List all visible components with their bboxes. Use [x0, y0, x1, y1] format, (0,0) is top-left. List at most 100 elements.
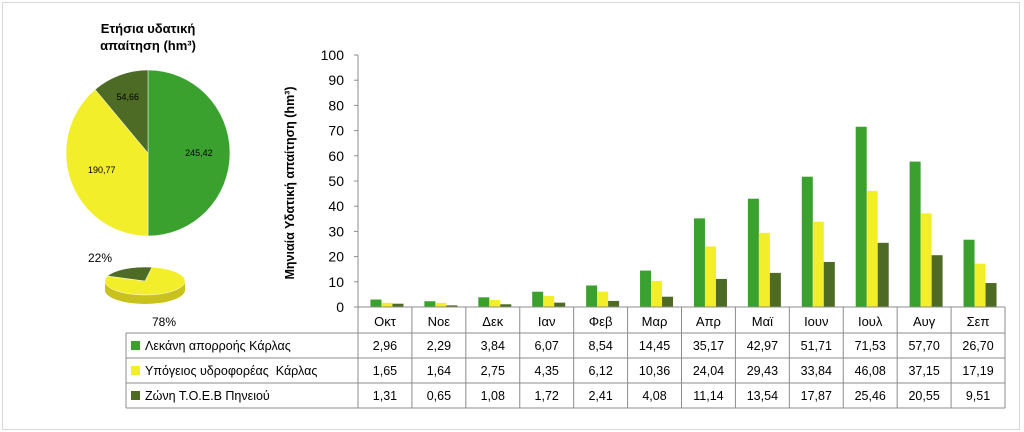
y-tick-label: 70 — [328, 123, 344, 139]
small-pie-label-major: 78% — [152, 315, 176, 329]
bar-3 — [500, 304, 512, 307]
data-table-grid — [125, 306, 1006, 409]
data-label: 57,70 — [908, 339, 939, 353]
y-tick-label: 50 — [328, 173, 344, 189]
data-label: 8,54 — [588, 339, 612, 353]
x-category-label: Απρ — [696, 314, 721, 329]
data-label: 24,04 — [693, 364, 724, 378]
bar-1 — [424, 301, 436, 307]
data-label: 1,72 — [535, 389, 559, 403]
data-label: 13,54 — [747, 389, 778, 403]
data-label: 17,87 — [801, 389, 832, 403]
bar-2 — [435, 302, 447, 307]
data-label: 35,17 — [693, 339, 724, 353]
data-label: 11,14 — [693, 389, 723, 403]
legend-label-1: Λεκάνη απορροής Κάρλας — [145, 339, 291, 353]
bar-1 — [855, 126, 867, 307]
bar-3 — [823, 261, 835, 307]
y-tick-label: 10 — [328, 274, 344, 290]
pie-title-line2: απαίτηση (hm³) — [100, 38, 196, 53]
data-label: 2,75 — [481, 364, 505, 378]
data-label: 4,08 — [642, 389, 666, 403]
pie-slice — [65, 89, 149, 237]
bar-3 — [931, 255, 943, 307]
pie-title-line1: Ετήσια υδατική — [100, 21, 196, 36]
y-tick-label: 60 — [328, 148, 344, 164]
data-label: 1,31 — [373, 389, 397, 403]
bar-1 — [909, 161, 921, 307]
bar-3 — [715, 278, 727, 307]
legend-swatch-2 — [131, 366, 140, 375]
y-tick-label: 0 — [336, 299, 344, 315]
pie-slice-label: 245,42 — [185, 148, 213, 158]
small-pie-slice-minor — [107, 266, 153, 282]
y-axis-title: Μηνιαία Υδατική απαίτηση (hm³) — [283, 86, 297, 279]
bar-3 — [554, 302, 566, 307]
bar-3 — [985, 283, 997, 307]
data-label: 0,65 — [427, 389, 451, 403]
bar-2 — [866, 190, 878, 307]
data-label: 29,43 — [747, 364, 778, 378]
data-label: 33,84 — [801, 364, 832, 378]
bar-2 — [489, 300, 501, 307]
bar-2 — [381, 302, 393, 307]
bar-2 — [812, 221, 824, 307]
data-label: 2,96 — [373, 339, 397, 353]
data-label: 51,71 — [801, 339, 832, 353]
bar-2 — [543, 296, 555, 307]
bar-1 — [586, 285, 598, 307]
x-category-label: Ιαν — [538, 314, 556, 329]
data-label: 71,53 — [855, 339, 886, 353]
bar-1 — [370, 299, 382, 307]
pie-slice — [147, 69, 231, 237]
x-category-label: Ιουλ — [858, 314, 883, 329]
bar-1 — [640, 270, 652, 307]
data-label: 20,55 — [908, 389, 939, 403]
y-tick-label: 80 — [328, 97, 344, 113]
x-category-label: Νοε — [428, 314, 451, 329]
bar-1 — [478, 297, 490, 307]
data-label: 4,35 — [535, 364, 559, 378]
pie-slice — [94, 69, 149, 154]
bar-1 — [801, 176, 813, 307]
y-tick-label: 90 — [328, 72, 344, 88]
bar-3 — [769, 272, 781, 307]
data-label: 2,29 — [427, 339, 451, 353]
data-label: 9,51 — [966, 389, 990, 403]
legend-swatch-1 — [131, 341, 140, 350]
bar-2 — [651, 280, 663, 307]
bar-3 — [392, 303, 404, 307]
bar-1 — [693, 218, 705, 307]
legend-label-3: Ζώνη Τ.Ο.Ε.Β Πηνειού — [145, 389, 270, 403]
bar-2 — [974, 263, 986, 307]
y-tick-label: 20 — [328, 249, 344, 265]
y-tick-label: 30 — [328, 223, 344, 239]
data-label: 2,41 — [588, 389, 612, 403]
x-category-label: Ιουν — [804, 314, 828, 329]
x-category-label: Φεβ — [589, 314, 613, 329]
x-category-label: Σεπ — [967, 314, 990, 329]
data-label: 10,36 — [639, 364, 670, 378]
data-label: 25,46 — [855, 389, 886, 403]
data-label: 6,12 — [588, 364, 612, 378]
data-label: 1,08 — [481, 389, 505, 403]
data-label: 1,64 — [427, 364, 451, 378]
data-label: 26,70 — [962, 339, 993, 353]
bar-2 — [704, 246, 716, 307]
data-label: 6,07 — [535, 339, 559, 353]
x-category-label: Αυγ — [913, 314, 936, 329]
data-label: 46,08 — [855, 364, 886, 378]
small-pie-label-minor: 22% — [88, 251, 112, 265]
bar-1 — [963, 239, 975, 307]
data-label: 1,65 — [373, 364, 397, 378]
bar-3 — [608, 300, 620, 307]
bar-3 — [877, 242, 889, 307]
legend-label-2: Υπόγειος υδροφορέας Κάρλας — [145, 364, 317, 378]
bar-3 — [662, 296, 674, 307]
data-label: 42,97 — [747, 339, 778, 353]
y-tick-label: 40 — [328, 198, 344, 214]
data-label: 17,19 — [962, 364, 993, 378]
data-label: 37,15 — [908, 364, 939, 378]
